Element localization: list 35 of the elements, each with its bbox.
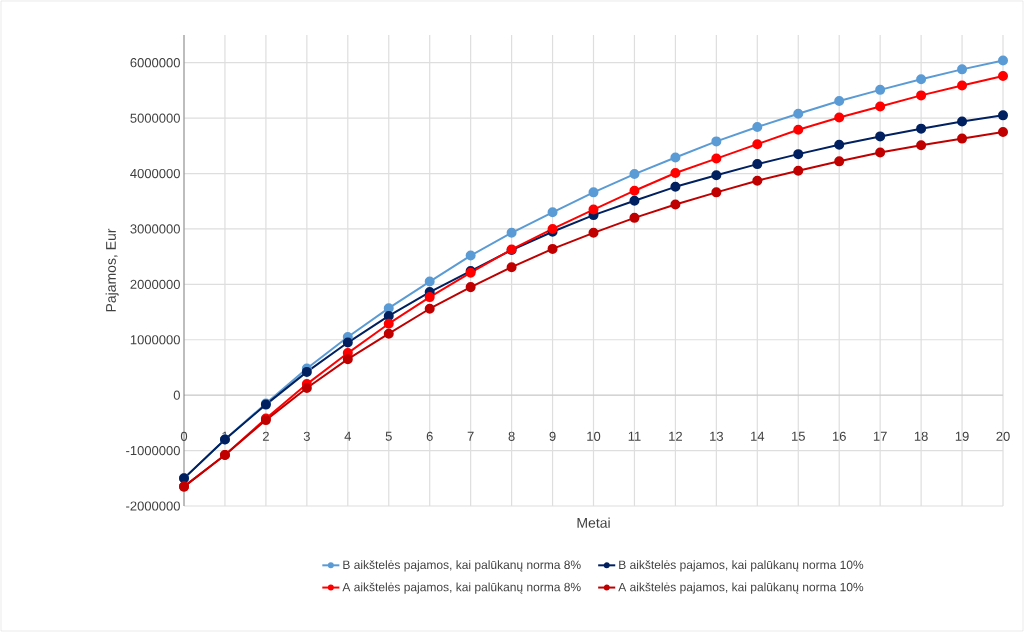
y-tick-label: 6000000 [130,58,180,68]
x-tick-label: 12 [669,431,682,441]
x-axis-title: Metai [577,517,610,528]
x-tick-label: 15 [792,431,805,441]
y-tick-label: 3000000 [130,224,180,234]
x-tick-label: 6 [426,431,433,441]
legend-label: B aikštelės pajamos, kai palūkanų norma 10% [619,560,864,572]
y-tick-label: 4000000 [130,168,180,179]
y-tick-label: 2000000 [130,279,180,289]
x-tick-label: 18 [914,431,928,441]
x-tick-label: 7 [467,431,474,441]
x-tick-label: 0 [180,431,188,441]
x-tick-label: 17 [873,431,887,441]
x-tick-label: 11 [628,431,641,441]
legend-label: A aikštelės pajamos, kai palūkanų norma 8% [342,582,581,594]
x-tick-label: 4 [344,431,352,441]
legend-label: A aikštelės pajamos, kai palūkanų norma 10% [618,582,864,594]
x-tick-label: 9 [549,431,556,441]
x-tick-label: 19 [955,431,969,441]
y-tick-label: 0 [173,390,180,400]
x-tick-label: 10 [587,431,601,441]
x-tick-label: 5 [385,431,392,441]
y-tick-label: 1000000 [130,335,180,345]
x-tick-label: 20 [996,431,1010,441]
y-tick-label: -2000000 [126,501,180,511]
y-axis-title: Pajamos, Eur [105,228,119,312]
y-tick-label: -1000000 [126,445,180,456]
x-tick-label: 13 [710,431,724,441]
y-tick-label: 5000000 [130,113,180,123]
legend-label: B aikštelės pajamos, kai palūkanų norma 8% [343,560,581,572]
x-tick-label: 2 [262,431,269,441]
x-tick-label: 14 [751,431,765,441]
x-tick-label: 8 [508,431,515,441]
x-tick-label: 3 [303,431,310,441]
x-tick-label: 16 [832,431,846,441]
